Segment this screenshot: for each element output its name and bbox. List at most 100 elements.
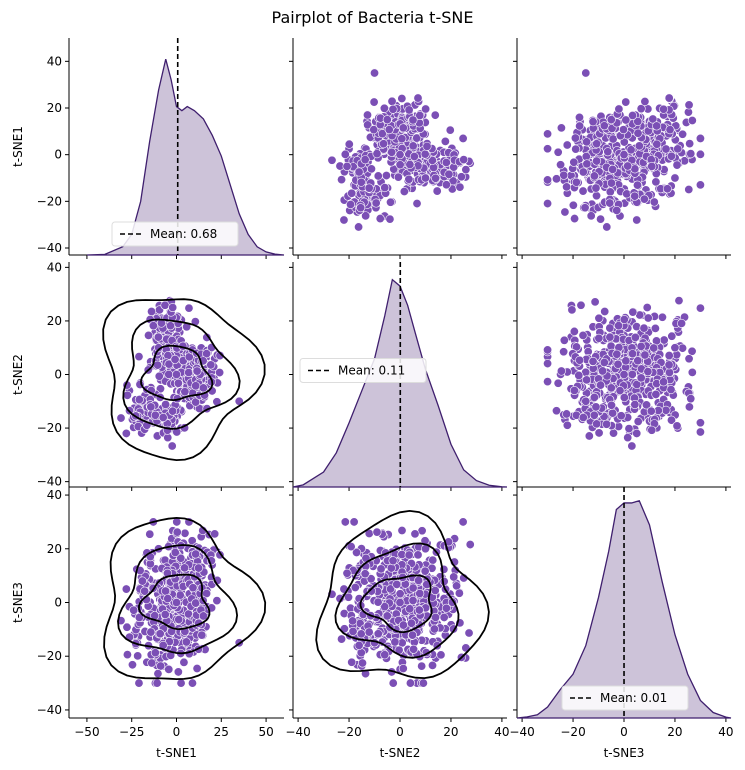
data-point — [168, 406, 178, 416]
data-point — [632, 180, 642, 190]
data-point — [405, 159, 415, 169]
x-tick-label: 20 — [443, 725, 458, 739]
data-point — [627, 441, 637, 451]
data-point — [430, 110, 440, 120]
kde-contour — [359, 574, 433, 634]
scatter-t-SNE3-vs-t-SNE1 — [103, 516, 267, 688]
data-point — [428, 660, 438, 670]
scatter-t-SNE1-vs-t-SNE2 — [327, 68, 475, 232]
data-point — [603, 147, 613, 157]
data-point — [127, 660, 137, 670]
data-point — [619, 150, 629, 160]
y-tick-label: 0 — [54, 148, 62, 162]
y-axis-label: t-SNE1 — [11, 126, 25, 167]
data-point — [575, 121, 585, 131]
data-point — [134, 678, 144, 688]
data-point — [170, 354, 180, 364]
data-point — [387, 147, 397, 157]
data-point — [363, 110, 373, 120]
data-point — [429, 624, 439, 634]
data-point — [398, 620, 408, 630]
legend-t-SNE3: Mean: 0.01 — [561, 685, 689, 711]
data-point — [552, 406, 562, 416]
data-point — [172, 597, 182, 607]
data-point — [605, 198, 615, 208]
data-point — [596, 214, 606, 224]
panel-t-SNE1-vs-t-SNE3 — [513, 38, 731, 259]
data-point — [148, 321, 158, 331]
data-point — [626, 145, 636, 155]
data-point — [608, 134, 618, 144]
data-point — [695, 418, 705, 428]
data-point — [392, 579, 402, 589]
data-point — [599, 121, 609, 131]
data-point — [404, 105, 414, 115]
x-tick-label: 0 — [173, 725, 181, 739]
data-point — [578, 413, 588, 423]
x-tick-label: −25 — [119, 725, 144, 739]
data-point — [673, 144, 683, 154]
data-point — [598, 366, 608, 376]
data-point — [397, 94, 407, 104]
data-point — [421, 104, 431, 114]
data-point — [584, 431, 594, 441]
data-point — [137, 576, 147, 586]
data-point — [677, 318, 687, 328]
data-point — [695, 303, 705, 313]
data-point — [212, 596, 222, 606]
data-point — [687, 116, 697, 126]
data-point — [605, 332, 615, 342]
data-point — [133, 651, 143, 661]
kde-contour — [103, 516, 267, 681]
data-point — [191, 549, 201, 559]
data-point — [441, 158, 451, 168]
data-point — [643, 313, 653, 323]
data-point — [161, 400, 171, 410]
data-point — [614, 321, 624, 331]
data-point — [173, 667, 183, 677]
y-tick-label: 40 — [47, 260, 62, 274]
data-point — [395, 589, 405, 599]
y-tick-label: −20 — [37, 649, 62, 663]
data-point — [582, 375, 592, 385]
x-tick-label: 50 — [258, 725, 273, 739]
data-point — [415, 111, 425, 121]
data-point — [687, 346, 697, 356]
data-point — [414, 575, 424, 585]
data-point — [386, 197, 396, 207]
data-point — [632, 215, 642, 225]
data-point — [606, 115, 616, 125]
data-point — [395, 597, 405, 607]
data-point — [686, 149, 696, 159]
data-point — [146, 402, 156, 412]
data-point — [165, 321, 175, 331]
data-point — [636, 373, 646, 383]
data-point — [395, 160, 405, 170]
data-point — [464, 628, 474, 638]
data-point — [543, 345, 553, 355]
data-point — [187, 678, 197, 688]
data-point — [632, 379, 642, 389]
legend-t-SNE2: Mean: 0.11 — [299, 358, 427, 383]
data-point — [612, 349, 622, 359]
data-point — [360, 155, 370, 165]
data-point — [420, 173, 430, 183]
data-point — [388, 678, 398, 688]
data-point — [686, 394, 696, 404]
data-point — [376, 564, 386, 574]
y-tick-label: 40 — [47, 54, 62, 68]
data-point — [613, 359, 623, 369]
data-point — [574, 112, 584, 122]
data-point — [194, 563, 204, 573]
x-tick-label: 0 — [396, 725, 404, 739]
data-point — [410, 529, 420, 539]
data-point — [559, 170, 569, 180]
data-point — [458, 133, 468, 143]
data-point — [627, 369, 637, 379]
x-tick-label: −40 — [509, 725, 534, 739]
y-tick-label: 40 — [47, 488, 62, 502]
data-point — [198, 383, 208, 393]
data-point — [361, 211, 371, 221]
data-point — [370, 68, 380, 78]
data-point — [623, 161, 633, 171]
